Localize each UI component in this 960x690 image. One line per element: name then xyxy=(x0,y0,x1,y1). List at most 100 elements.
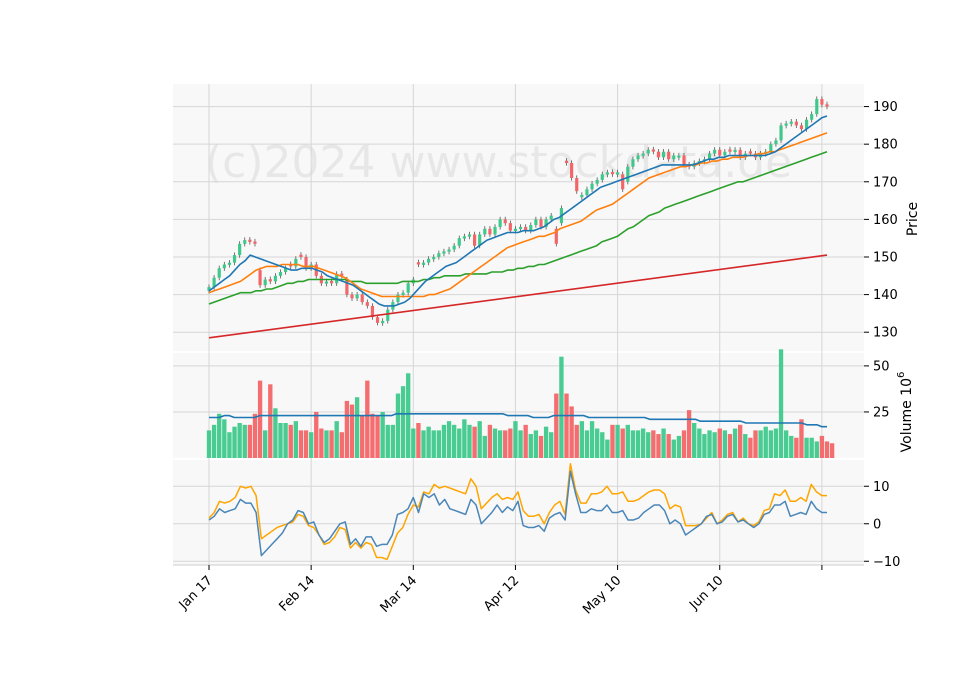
volume-bar xyxy=(477,421,482,458)
candle-body xyxy=(585,189,589,195)
candle-body xyxy=(600,174,604,180)
volume-bar xyxy=(446,421,452,458)
candle-body xyxy=(738,149,742,158)
volume-bar xyxy=(814,441,819,458)
volume-bar xyxy=(783,430,789,458)
x-tick-label: Apr 12 xyxy=(481,573,522,614)
volume-bar xyxy=(252,413,258,458)
volume-bar xyxy=(610,424,615,458)
candle-body xyxy=(406,283,410,293)
volume-bar xyxy=(579,421,585,458)
volume-bar xyxy=(738,424,743,458)
volume-bar xyxy=(773,428,779,458)
volume-bar xyxy=(518,430,523,458)
candle-body xyxy=(570,162,574,179)
candle-body xyxy=(273,275,277,282)
candle-body xyxy=(728,149,732,152)
candle-body xyxy=(222,264,226,269)
volume-bar xyxy=(676,435,682,458)
price-tick-label: 140 xyxy=(873,288,898,303)
candle-body xyxy=(457,238,461,246)
volume-bar xyxy=(651,430,656,458)
moving-average-long xyxy=(208,254,828,339)
candle-body xyxy=(529,225,533,231)
volume-bar xyxy=(385,424,390,458)
volume-bar xyxy=(273,408,278,458)
volume-bar xyxy=(589,421,595,458)
volume-bar xyxy=(594,428,600,458)
candle-body xyxy=(799,125,804,130)
volume-bar xyxy=(640,428,646,458)
volume-bar xyxy=(441,424,447,458)
volume-bar xyxy=(508,428,513,458)
volume-bar xyxy=(528,434,533,458)
volume-bar xyxy=(421,430,426,458)
volume-bar xyxy=(661,428,666,458)
volume-bar xyxy=(303,430,309,458)
volume-bar xyxy=(293,421,298,458)
volume-bar xyxy=(395,393,401,458)
volume-bar xyxy=(263,430,268,458)
moving-average-mid xyxy=(208,132,828,298)
candle-body xyxy=(575,178,579,192)
volume-bar xyxy=(533,430,539,458)
candle-body xyxy=(268,279,272,282)
candlesticks xyxy=(207,96,829,326)
volume-bar xyxy=(799,419,804,458)
candle-body xyxy=(713,149,717,154)
candle-body xyxy=(513,228,518,232)
volume-bar xyxy=(426,426,431,458)
indicator-lines xyxy=(208,115,828,561)
volume-bar xyxy=(349,404,355,458)
volume-bar xyxy=(794,437,799,458)
moving-average-slow xyxy=(208,150,828,305)
volume-bar xyxy=(451,424,457,458)
candle-body xyxy=(626,166,630,182)
volume-bar xyxy=(487,424,493,458)
volume-bar xyxy=(681,430,687,458)
candle-body xyxy=(360,294,364,303)
candle-body xyxy=(442,251,446,254)
volume-bar xyxy=(824,441,830,458)
volume-bar xyxy=(513,421,518,458)
x-tick-label: Mar 14 xyxy=(378,573,421,616)
volume-bar xyxy=(600,432,605,458)
volume-bar xyxy=(707,430,712,458)
volume-bar xyxy=(717,428,722,458)
volume-bar xyxy=(308,432,314,458)
volume-bar xyxy=(523,424,528,458)
volume-bar xyxy=(559,356,564,458)
candle-body xyxy=(483,228,487,235)
volume-bar xyxy=(763,426,768,458)
volume-bar xyxy=(615,424,620,458)
candle-body xyxy=(564,160,569,163)
volume-bars xyxy=(206,349,835,458)
volume-bar xyxy=(375,415,380,458)
volume-bar xyxy=(554,393,559,458)
volume-bar xyxy=(268,384,273,458)
price-panel xyxy=(173,84,864,351)
volume-bar xyxy=(732,428,738,458)
candle-body xyxy=(243,240,247,244)
candle-body xyxy=(207,287,211,291)
candle-body xyxy=(381,320,385,324)
volume-bar xyxy=(283,423,288,458)
volume-bar xyxy=(339,432,344,458)
x-tick-label: May 10 xyxy=(580,573,624,617)
volume-bar xyxy=(217,413,222,458)
volume-bar xyxy=(462,419,467,458)
volume-bar xyxy=(380,411,385,458)
candle-body xyxy=(820,99,824,105)
price-tick-label: 150 xyxy=(873,250,898,265)
volume-bar xyxy=(646,432,651,458)
candle-body xyxy=(815,99,819,115)
oscillator-line-a xyxy=(208,470,827,557)
candle-body xyxy=(733,149,737,153)
candle-body xyxy=(631,159,635,167)
candle-body xyxy=(774,140,778,145)
volume-bar xyxy=(436,430,442,458)
candle-body xyxy=(549,215,553,220)
volume-bar xyxy=(538,435,544,458)
price-axis-label: Price xyxy=(905,202,921,236)
